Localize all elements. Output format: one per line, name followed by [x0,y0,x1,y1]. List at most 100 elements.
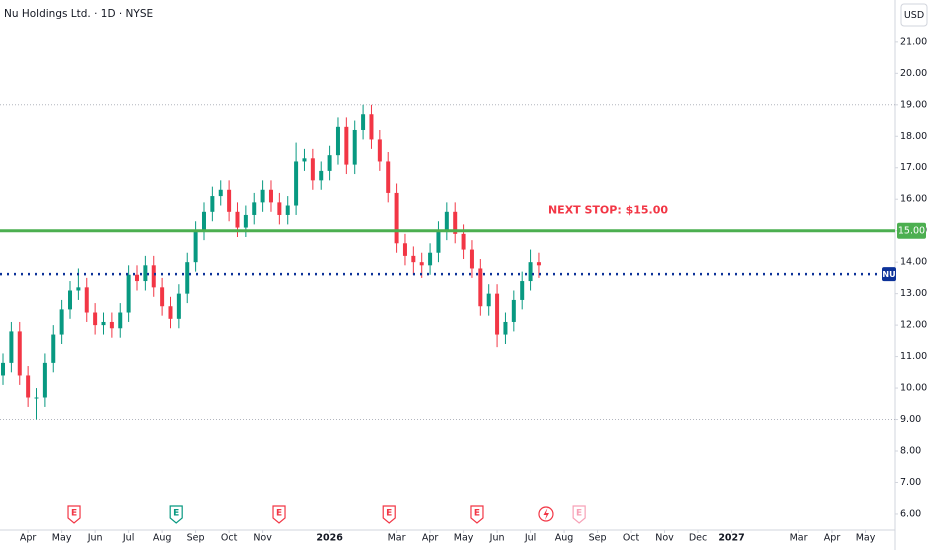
candle-body [68,290,73,310]
candle-body [210,196,215,212]
candle [411,246,416,275]
event-badge [470,505,484,524]
candle [143,255,148,291]
annotation: NEXT STOP: $15.00 [548,204,668,217]
candle-body [411,255,416,263]
candle [151,255,156,297]
y-tick-label: 21.00 [900,36,927,47]
candle-body [151,265,156,288]
candle [93,303,98,335]
event-badge [272,505,286,524]
candle [168,296,173,329]
y-tick-label: 10.00 [900,383,927,394]
currency-button[interactable] [900,3,928,27]
x-tick-label: Jul [122,533,134,544]
candle-body [377,139,382,162]
candle [185,252,190,304]
candle-body [386,161,391,193]
event-badge [67,505,81,524]
event-label: E [576,509,582,519]
candle [327,145,332,181]
candle-body [26,375,31,398]
candle-body [84,287,89,313]
candle [335,117,340,165]
candle-body [168,306,173,319]
candle-body [511,299,516,322]
last-price-box [882,267,896,282]
candle [511,290,516,332]
candle [436,221,441,263]
candle [319,161,324,190]
candle-body [59,309,64,335]
candle [310,148,315,190]
candle-body [495,293,500,335]
candle [277,192,282,225]
candle-body [201,211,206,231]
x-tick-label: 2026 [316,533,343,544]
candle-body [486,293,491,307]
y-tick-label: 14.00 [900,257,927,268]
candle-body [478,268,483,307]
candle [101,312,106,335]
x-tick-label: Sep [589,533,607,544]
y-tick-label: 13.00 [900,288,927,299]
event-label: E [276,509,282,519]
candle [294,142,299,215]
candle [118,303,123,338]
candle [352,120,357,175]
candle [486,284,491,316]
candle [503,312,508,344]
candle-body [361,114,366,130]
candle [444,202,449,241]
x-tick-label: Aug [153,533,172,544]
candle-body [520,281,525,300]
candle-body [394,192,399,244]
candle-body [444,211,449,231]
candle [377,129,382,171]
candle [17,321,22,385]
currency: USD [904,10,924,21]
candle-body [101,321,106,326]
y-tick-label: 19.00 [900,99,927,110]
x-tick-label: Aug [555,533,574,544]
event-label: E [71,509,77,519]
candle-body [419,262,424,266]
event-badge [572,505,586,524]
y-tick-label: 7.00 [900,477,921,488]
candle-body [118,312,123,329]
candle [84,277,89,322]
candle-body [1,362,6,376]
candle-body [243,214,248,228]
x-tick-label: Nov [253,533,272,544]
y-tick-label: 16.00 [900,194,927,205]
candle-body [335,126,340,156]
candle [9,321,14,373]
candle-body [453,211,458,234]
candle-body [327,155,332,171]
candle [218,180,223,206]
event-marker: E [382,505,396,524]
candle-body [344,126,349,165]
candle-body [193,230,198,263]
candle [42,353,47,407]
candle [68,281,73,319]
x-tick-label: Jun [87,533,103,544]
candle-body [109,321,114,329]
candle [495,284,500,348]
candle-body [528,262,533,282]
candle-body [235,211,240,228]
candle [453,202,458,244]
candle [260,180,265,212]
candle-body [294,161,299,206]
candle [59,299,64,344]
x-tick-label: Dec [689,533,707,544]
candle [394,183,399,253]
x-tick-label: Jul [524,533,536,544]
candle-body [34,397,39,399]
chart-title: Nu Holdings Ltd. · 1D · NYSE [4,8,153,20]
candle [227,180,232,222]
candle [268,180,273,212]
x-tick-label: Oct [623,533,640,544]
candle [201,202,206,241]
